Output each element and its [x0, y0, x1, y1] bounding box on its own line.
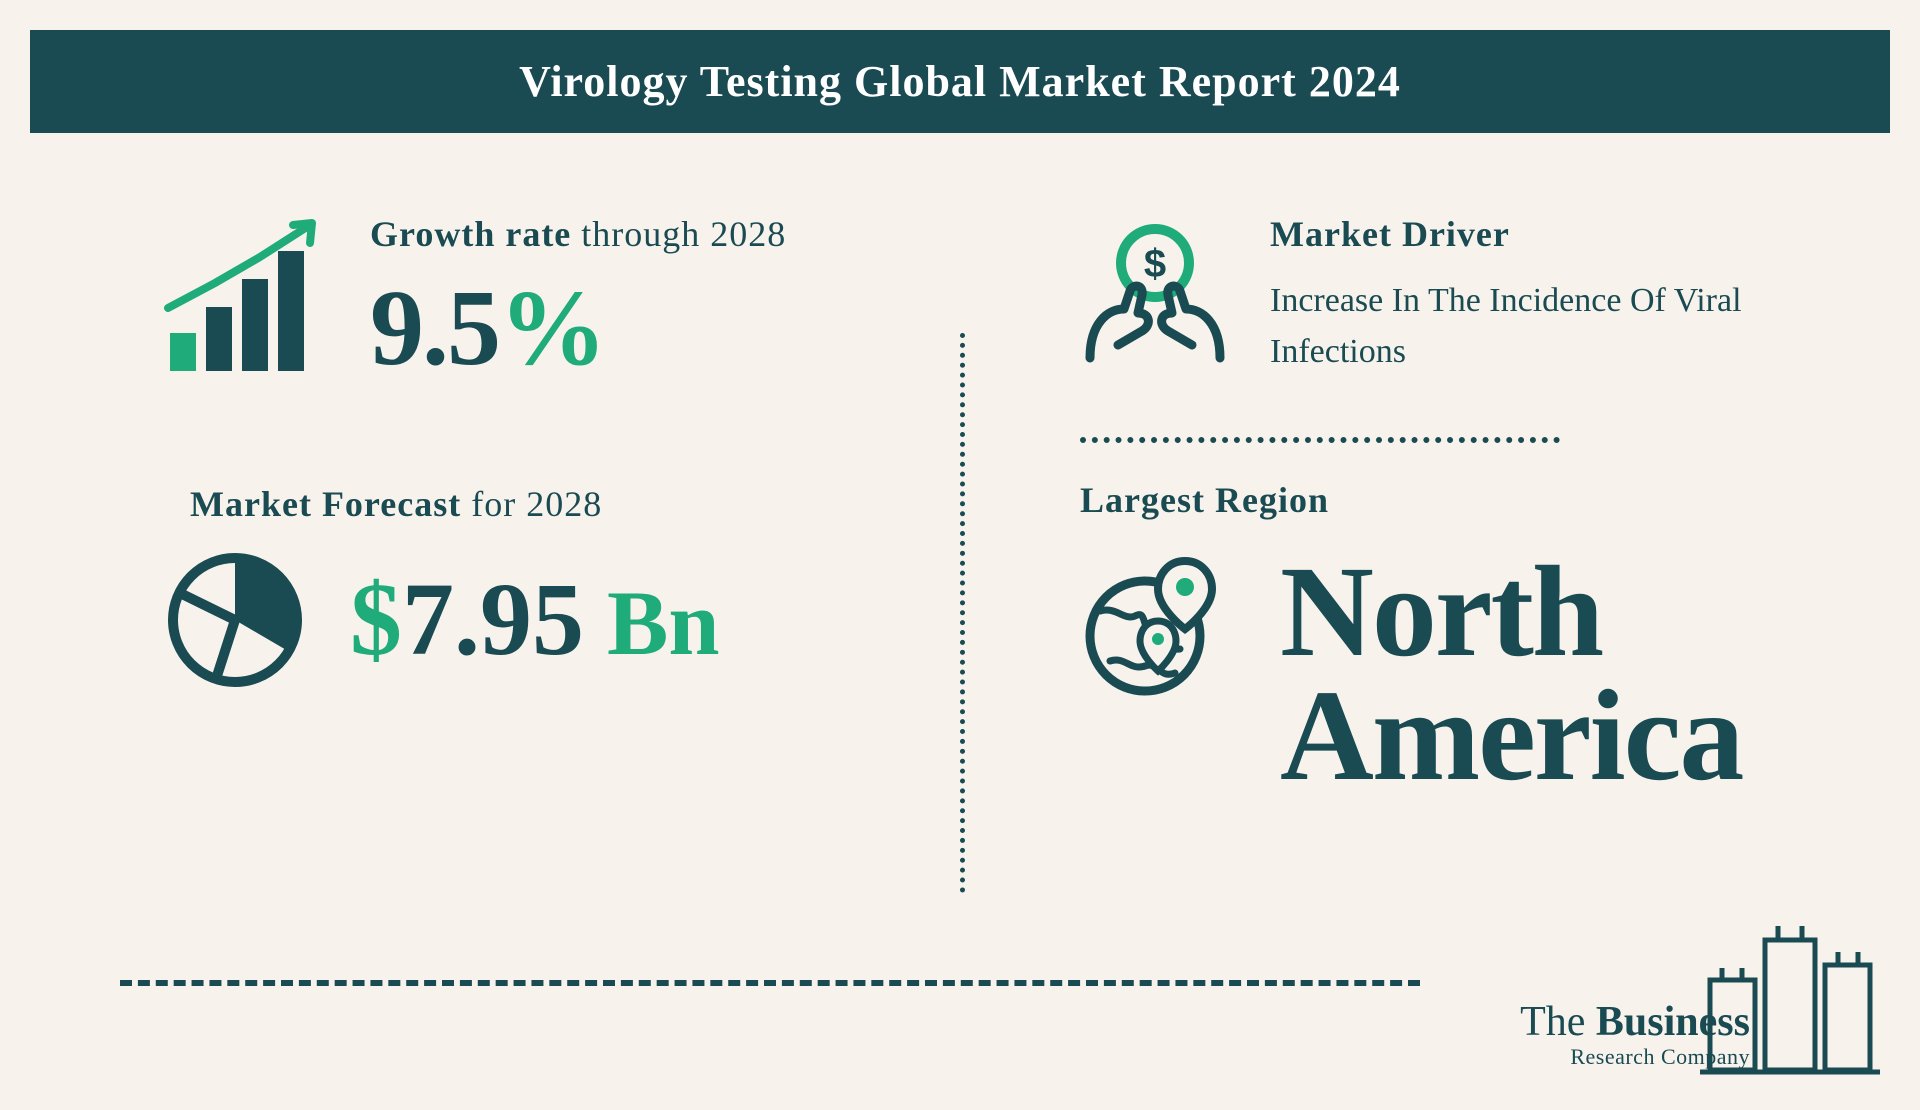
forecast-unit: Bn	[584, 572, 720, 674]
pie-chart-icon	[160, 545, 310, 695]
horizontal-dotted-divider	[1080, 437, 1560, 443]
growth-label-bold: Growth rate	[370, 214, 571, 254]
left-column: Growth rate through 2028 9.5% Market For…	[160, 213, 960, 898]
forecast-label-light: for 2028	[461, 484, 602, 524]
growth-block: Growth rate through 2028 9.5%	[160, 213, 880, 383]
right-column: $ Market Driver Increase In The Incidenc…	[960, 213, 1800, 898]
hands-money-icon: $	[1080, 213, 1230, 363]
region-block: Largest Region North America	[1080, 479, 1800, 798]
bottom-dashed-line	[120, 980, 1420, 986]
growth-value-unit: %	[499, 269, 605, 388]
svg-text:$: $	[1144, 242, 1166, 286]
region-label: Largest Region	[1080, 479, 1800, 521]
content-grid: Growth rate through 2028 9.5% Market For…	[0, 133, 1920, 938]
driver-label: Market Driver	[1270, 213, 1790, 255]
logo-business: Business	[1596, 999, 1750, 1045]
forecast-currency: $	[350, 562, 402, 677]
forecast-value: $7.95 Bn	[350, 568, 720, 672]
company-logo: The Business Research Company	[1520, 1000, 1870, 1070]
growth-value-number: 9.5	[370, 269, 499, 388]
growth-label-light: through 2028	[571, 214, 786, 254]
region-line2: America	[1280, 675, 1742, 799]
logo-line1: The Business	[1520, 1000, 1750, 1044]
region-line1: North	[1280, 551, 1742, 675]
region-value: North America	[1280, 551, 1742, 798]
report-title-bar: Virology Testing Global Market Report 20…	[30, 30, 1890, 133]
growth-value: 9.5%	[370, 275, 786, 383]
forecast-label-bold: Market Forecast	[190, 484, 461, 524]
forecast-block: Market Forecast for 2028 $7.95 Bn	[160, 483, 880, 695]
growth-label: Growth rate through 2028	[370, 213, 786, 255]
logo-line2: Research Company	[1520, 1044, 1750, 1070]
driver-block: $ Market Driver Increase In The Incidenc…	[1080, 213, 1800, 377]
report-title: Virology Testing Global Market Report 20…	[519, 57, 1401, 106]
globe-pin-icon	[1080, 551, 1230, 701]
forecast-label: Market Forecast for 2028	[190, 483, 880, 525]
logo-the: The	[1520, 999, 1596, 1045]
vertical-divider	[960, 333, 965, 893]
forecast-number: 7.95	[402, 562, 584, 677]
growth-chart-icon	[160, 213, 330, 383]
driver-text: Increase In The Incidence Of Viral Infec…	[1270, 275, 1790, 377]
